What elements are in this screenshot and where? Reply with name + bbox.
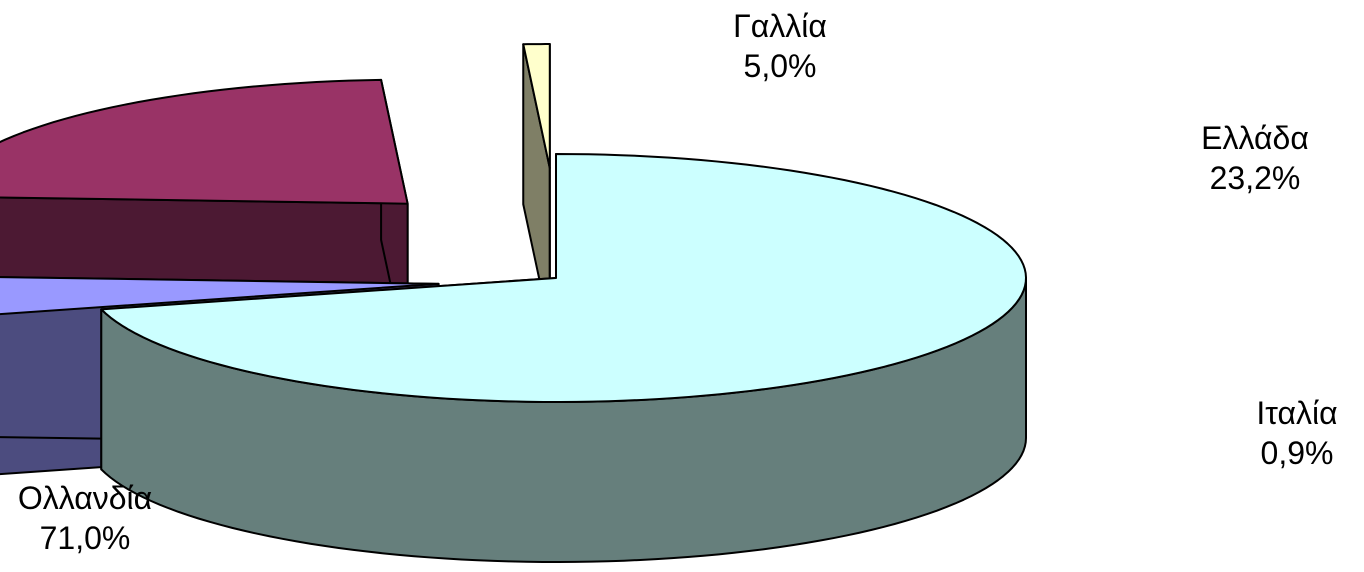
- label-ellada-value: 23,2%: [1209, 160, 1301, 196]
- label-ollandia: Ολλανδία 71,0%: [0, 478, 170, 558]
- label-gallia-value: 5,0%: [743, 48, 817, 84]
- label-ellada: Ελλάδα 23,2%: [1170, 118, 1340, 198]
- slice-2-top: [0, 78, 409, 205]
- slice-0-top: [100, 153, 1027, 403]
- pie-tops: [0, 43, 1027, 403]
- slice-3-top: [522, 43, 551, 170]
- label-ollandia-value: 71,0%: [39, 520, 131, 556]
- label-gallia-name: Γαλλία: [733, 8, 827, 44]
- label-ellada-name: Ελλάδα: [1201, 120, 1309, 156]
- label-italia-value: 0,9%: [1260, 435, 1334, 471]
- label-ollandia-name: Ολλανδία: [17, 480, 153, 516]
- label-italia: Ιταλία 0,9%: [1232, 393, 1362, 473]
- label-italia-name: Ιταλία: [1256, 395, 1338, 431]
- slice-1-top: [0, 276, 440, 316]
- label-gallia: Γαλλία 5,0%: [700, 6, 860, 86]
